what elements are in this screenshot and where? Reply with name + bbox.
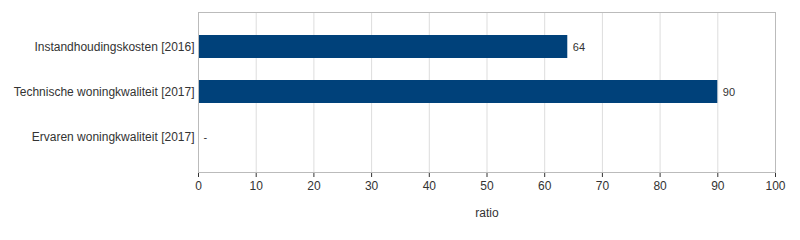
svg-text:40: 40 [423,179,437,193]
svg-text:Technische woningkwaliteit [20: Technische woningkwaliteit [2017] [14,85,195,99]
svg-text:0: 0 [195,179,202,193]
svg-text:64: 64 [573,41,585,53]
svg-text:80: 80 [653,179,667,193]
svg-text:-: - [204,131,208,143]
svg-text:Instandhoudingskosten [2016]: Instandhoudingskosten [2016] [34,40,194,54]
svg-text:90: 90 [723,86,735,98]
svg-text:10: 10 [250,179,264,193]
svg-text:90: 90 [711,179,725,193]
svg-text:Ervaren woningkwaliteit [2017]: Ervaren woningkwaliteit [2017] [32,130,195,144]
svg-text:50: 50 [480,179,494,193]
svg-text:30: 30 [365,179,379,193]
svg-text:20: 20 [307,179,321,193]
svg-text:ratio: ratio [475,206,499,220]
svg-text:100: 100 [765,179,785,193]
svg-text:70: 70 [596,179,610,193]
svg-text:60: 60 [538,179,552,193]
